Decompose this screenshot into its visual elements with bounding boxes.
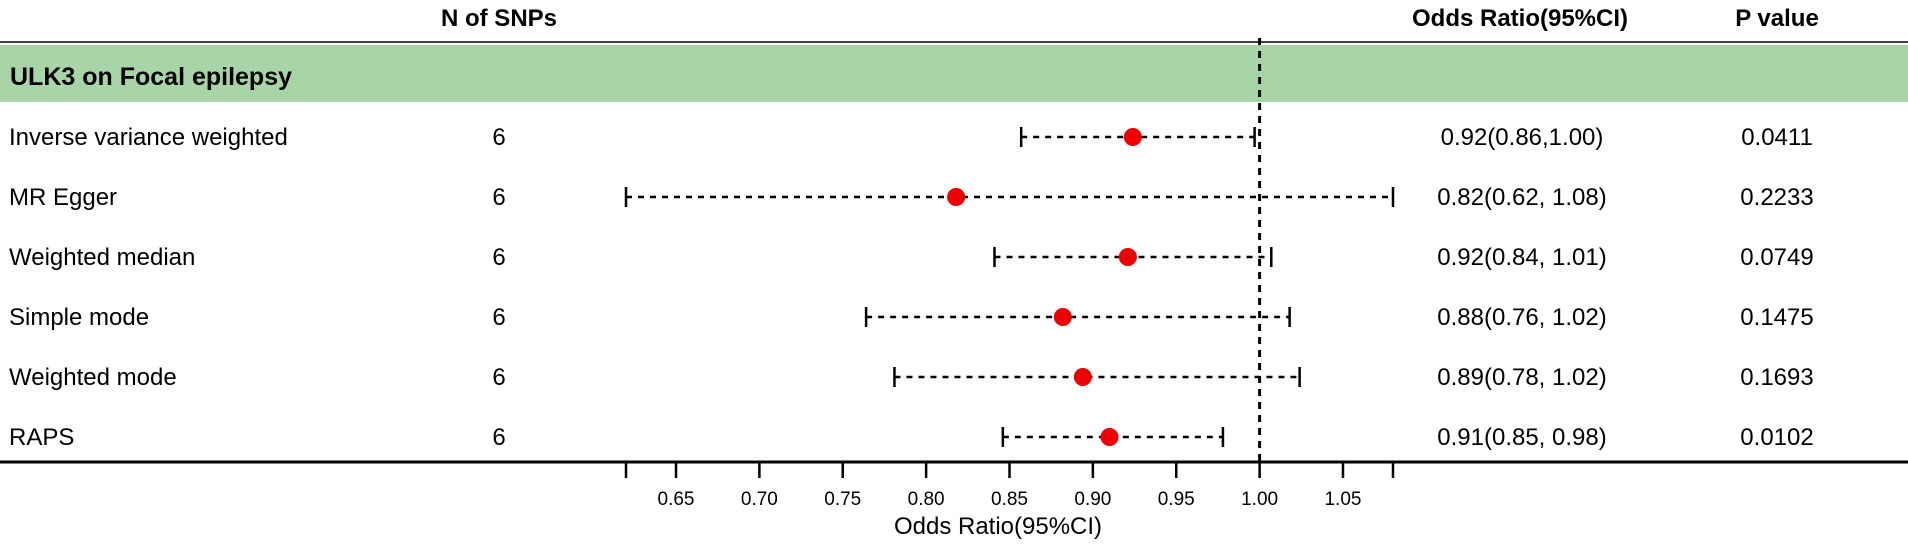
x-tick-label: 0.65	[658, 489, 695, 510]
row-method-label: Inverse variance weighted	[9, 124, 288, 151]
x-tick-label: 0.80	[908, 489, 945, 510]
point-estimate	[1053, 308, 1072, 326]
table-rows: Inverse variance weighted 6 0.92(0.86,1.00…	[9, 124, 1814, 451]
row-method-label: Weighted mode	[9, 364, 177, 391]
row-nsnps: 6	[492, 244, 505, 271]
x-tick-label: 1.05	[1324, 489, 1361, 510]
x-axis: 0.65 0.70 0.75 0.80 0.85 0.90 0.95 1.00 1.05	[624, 462, 1395, 510]
row-p-value: 0.0102	[1740, 424, 1813, 451]
x-tick-label: 0.85	[991, 489, 1028, 510]
x-axis-title: Odds Ratio(95%CI)	[894, 513, 1102, 540]
point-estimate	[1100, 428, 1119, 446]
group-band	[0, 45, 1908, 102]
point-estimate	[1123, 128, 1142, 146]
x-tick-label: 1.00	[1241, 489, 1278, 510]
row-p-value: 0.1693	[1740, 364, 1813, 391]
row-or-text: 0.92(0.86,1.00)	[1441, 124, 1604, 151]
row-nsnps: 6	[492, 304, 505, 331]
row-or-text: 0.92(0.84, 1.01)	[1437, 244, 1606, 271]
row-or-text: 0.91(0.85, 0.98)	[1437, 424, 1606, 451]
forest-marks	[624, 127, 1395, 447]
row-nsnps: 6	[492, 124, 505, 151]
row-method-label: RAPS	[9, 424, 74, 451]
row-or-text: 0.88(0.76, 1.02)	[1437, 304, 1606, 331]
header-odds-ratio: Odds Ratio(95%CI)	[1412, 5, 1628, 32]
row-p-value: 0.0411	[1741, 124, 1813, 151]
x-tick-label: 0.95	[1158, 489, 1195, 510]
header-p-value: P value	[1735, 5, 1819, 32]
row-nsnps: 6	[492, 424, 505, 451]
row-method-label: Weighted median	[9, 244, 195, 271]
x-tick-label: 0.90	[1074, 489, 1111, 510]
point-estimate	[1118, 248, 1137, 266]
header-nsnps: N of SNPs	[441, 5, 557, 32]
row-or-text: 0.82(0.62, 1.08)	[1437, 184, 1606, 211]
group-label: ULK3 on Focal epilepsy	[10, 63, 292, 91]
row-p-value: 0.1475	[1740, 304, 1813, 331]
row-p-value: 0.0749	[1740, 244, 1813, 271]
x-tick-label: 0.75	[824, 489, 861, 510]
point-estimate	[947, 188, 966, 206]
row-nsnps: 6	[492, 364, 505, 391]
x-tick-label: 0.70	[741, 489, 778, 510]
row-method-label: MR Egger	[9, 184, 117, 211]
row-or-text: 0.89(0.78, 1.02)	[1437, 364, 1606, 391]
row-nsnps: 6	[492, 184, 505, 211]
row-method-label: Simple mode	[9, 304, 149, 331]
point-estimate	[1073, 368, 1092, 386]
row-p-value: 0.2233	[1740, 184, 1813, 211]
